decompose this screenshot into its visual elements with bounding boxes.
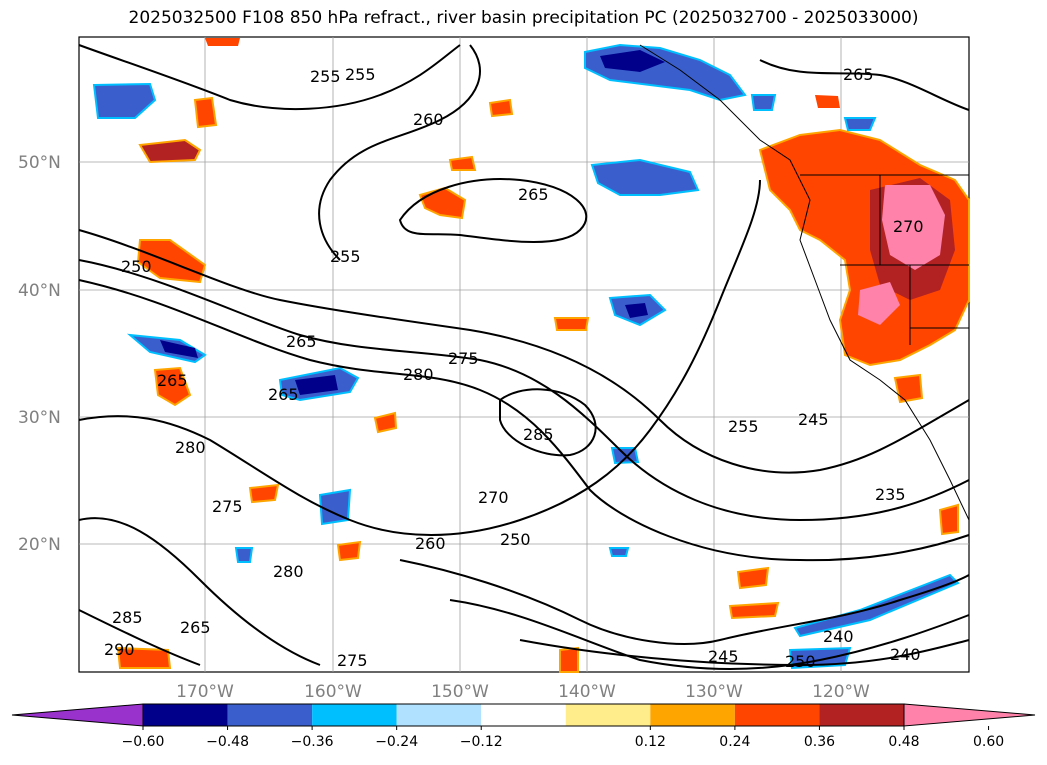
- contour-label: 245: [798, 410, 829, 429]
- colorbar-ticks: −0.60 −0.48 −0.36 −0.24 −0.12 0.12 0.24 0.36 0.4…: [122, 726, 1004, 750]
- colorbar-segment: [11, 703, 144, 727]
- contour-label: 255: [345, 65, 376, 84]
- colorbar-segment: [650, 704, 735, 726]
- colorbar: [11, 703, 1036, 727]
- lon-label: 140°W: [558, 682, 616, 702]
- lat-label: 50°N: [18, 153, 61, 173]
- contour-label: 255: [310, 67, 341, 86]
- contour-label: 265: [268, 385, 299, 404]
- colorbar-tick-label: −0.12: [460, 734, 503, 750]
- contour-label: 250: [121, 257, 152, 276]
- colorbar-segment: [734, 704, 820, 726]
- contour-label: 245: [708, 647, 739, 666]
- contour-label: 270: [893, 217, 924, 236]
- colorbar-segment: [227, 704, 313, 726]
- contour-label: 250: [785, 652, 816, 671]
- lat-label: 20°N: [18, 535, 61, 555]
- colorbar-segment: [903, 703, 1036, 727]
- lon-label: 150°W: [431, 682, 489, 702]
- precip-positive-areas: [116, 38, 970, 673]
- refractivity-contours: [78, 44, 970, 670]
- contour-label: 290: [104, 640, 135, 659]
- contour-label: 270: [478, 488, 509, 507]
- precip-negative-areas: [92, 43, 960, 670]
- contour-label: 250: [500, 530, 531, 549]
- contour-label: 255: [728, 417, 759, 436]
- contour-label: 265: [286, 332, 317, 351]
- lon-label: 170°W: [176, 682, 234, 702]
- contour-label: 280: [403, 365, 434, 384]
- contour-label: 240: [890, 645, 921, 664]
- lat-label: 30°N: [18, 408, 61, 428]
- contour-label: 235: [875, 485, 906, 504]
- contour-label: 255: [330, 247, 361, 266]
- lon-label: 120°W: [812, 682, 870, 702]
- colorbar-segment: [396, 704, 482, 726]
- colorbar-tick-label: 0.60: [973, 734, 1004, 750]
- colorbar-tick-label: 0.48: [888, 734, 919, 750]
- contour-label-group: 255 255 260 265 265 250 255 265 275 280 …: [104, 65, 924, 671]
- colorbar-tick-label: −0.48: [206, 734, 249, 750]
- contour-label: 275: [337, 651, 368, 670]
- colorbar-segment: [819, 704, 904, 726]
- colorbar-tick-label: −0.24: [375, 734, 418, 750]
- colorbar-segment: [565, 704, 651, 726]
- contour-label: 280: [273, 562, 304, 581]
- colorbar-tick-label: 0.36: [804, 734, 835, 750]
- colorbar-segment: [312, 704, 397, 726]
- colorbar-tick-label: −0.36: [291, 734, 334, 750]
- map-title: 2025032500 F108 850 hPa refract., river …: [128, 8, 919, 28]
- colorbar-tick-label: −0.60: [122, 734, 165, 750]
- contour-label: 240: [823, 627, 854, 646]
- contour-label: 275: [212, 497, 243, 516]
- lat-label: 40°N: [18, 281, 61, 301]
- contour-label: 265: [843, 65, 874, 84]
- lon-label: 160°W: [304, 682, 362, 702]
- colorbar-segment: [143, 704, 228, 726]
- contour-label: 265: [157, 371, 188, 390]
- colorbar-segment: [481, 704, 566, 726]
- contour-label: 280: [175, 438, 206, 457]
- colorbar-frame: [142, 703, 905, 727]
- colorbar-tick-label: 0.12: [635, 734, 666, 750]
- lon-label: 130°W: [685, 682, 743, 702]
- colorbar-tick-label: 0.24: [719, 734, 750, 750]
- contour-label: 285: [112, 608, 143, 627]
- contour-label: 260: [413, 110, 444, 129]
- contour-label: 260: [415, 534, 446, 553]
- contour-label: 265: [180, 618, 211, 637]
- contour-label: 275: [448, 349, 479, 368]
- contour-label: 265: [518, 185, 549, 204]
- contour-label: 285: [523, 425, 554, 444]
